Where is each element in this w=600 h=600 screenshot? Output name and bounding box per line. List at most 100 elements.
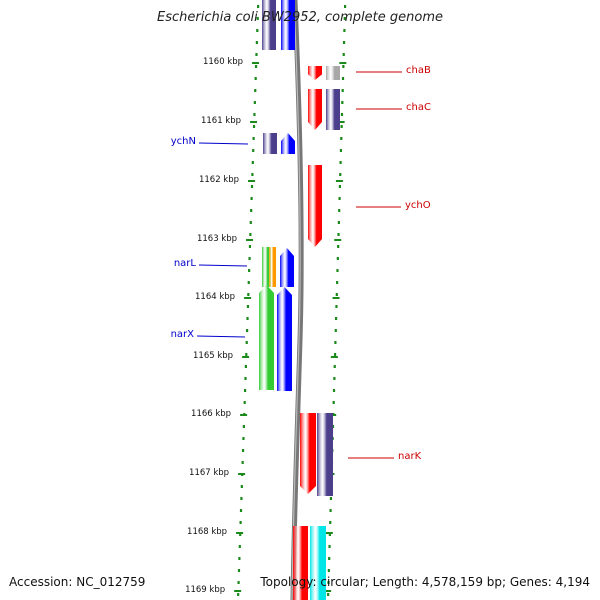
left-tick-dot — [249, 221, 252, 224]
right-tick-dot — [335, 317, 338, 320]
right-tick-dot — [340, 125, 343, 128]
leader-line-narL — [198, 264, 248, 267]
right-tick-dot — [333, 353, 337, 356]
left-tick-dot — [239, 509, 243, 512]
right-tick-dot — [341, 101, 344, 104]
right-tick-dot — [340, 113, 344, 116]
tick-label: 1160 kbp — [202, 57, 244, 67]
right-tick-dot — [341, 89, 344, 92]
gene-label-narX: narX — [170, 329, 194, 340]
major-tick — [250, 121, 258, 123]
left-tick-dot — [238, 545, 241, 548]
gene-narK-neighbor — [317, 413, 333, 496]
left-tick-dot — [250, 197, 253, 200]
right-tick-dot — [333, 377, 336, 380]
gene-chaC — [308, 89, 322, 130]
right-tick-dot — [339, 149, 343, 152]
major-tick — [335, 180, 343, 182]
gene-narX-green — [259, 285, 274, 390]
left-tick-dot — [252, 149, 255, 152]
major-tick — [339, 62, 347, 64]
left-tick-dot — [256, 29, 259, 32]
right-tick-dot — [328, 545, 331, 548]
gene-narL-green — [262, 247, 271, 287]
leader-line-narX — [196, 335, 246, 338]
right-tick-dot — [343, 17, 346, 20]
right-tick-dot — [344, 5, 347, 8]
gene-chaB — [308, 66, 322, 80]
gene-label-ychN: ychN — [170, 136, 196, 147]
gene-bottom-red — [293, 526, 308, 600]
gene-label-chaC: chaC — [406, 102, 431, 113]
right-tick-dot — [327, 581, 330, 584]
left-tick-dot — [252, 137, 255, 140]
major-tick — [242, 356, 250, 358]
left-tick-dot — [254, 89, 257, 92]
left-tick-dot — [246, 305, 250, 308]
tick-label: 1166 kbp — [191, 409, 232, 419]
right-tick-dot — [335, 293, 338, 296]
left-tick-dot — [250, 209, 253, 212]
right-tick-dot — [336, 257, 339, 260]
left-tick-dot — [237, 581, 240, 584]
left-tick-dot — [246, 329, 249, 332]
right-tick-dot — [327, 593, 330, 596]
left-tick-dot — [253, 101, 256, 104]
accession-text: Accession: NC_012759 — [9, 575, 146, 589]
left-tick-dot — [248, 257, 251, 260]
right-tick-dot — [342, 41, 346, 44]
left-tick-dot — [240, 497, 243, 500]
left-tick-dot — [244, 365, 247, 368]
tick-label: 1161 kbp — [200, 116, 242, 126]
right-tick-dot — [342, 53, 345, 56]
gene-label-chaB: chaB — [406, 65, 431, 76]
tick-label: 1167 kbp — [189, 468, 230, 478]
left-tick-dot — [252, 125, 256, 128]
right-tick-dot — [336, 269, 339, 272]
tick-label: 1163 kbp — [196, 234, 238, 244]
tick-label: 1165 kbp — [193, 351, 234, 361]
tick-label: 1169 kbp — [185, 585, 226, 595]
left-tick-dot — [246, 317, 249, 320]
major-tick — [244, 297, 252, 299]
left-tick-dot — [240, 485, 243, 488]
right-tick-dot — [339, 173, 342, 176]
left-tick-dot — [238, 557, 241, 560]
gene-narL-orange — [269, 247, 276, 287]
major-tick — [248, 180, 256, 182]
right-tick-dot — [329, 497, 333, 500]
left-tick-dot — [249, 233, 252, 236]
right-tick-dot — [329, 521, 332, 524]
major-tick — [246, 239, 254, 241]
major-tick — [324, 590, 332, 592]
right-tick-dot — [335, 305, 338, 308]
left-tick-dot — [243, 389, 247, 392]
left-tick-dot — [250, 185, 254, 188]
left-tick-dot — [239, 533, 242, 536]
left-tick-dot — [244, 377, 247, 380]
gene-bottom-cyan — [310, 526, 326, 600]
left-tick-dot — [255, 41, 258, 44]
gene-ychN-blue — [281, 133, 295, 154]
right-tick-dot — [339, 161, 342, 164]
right-tick-dot — [341, 77, 345, 80]
left-tick-dot — [253, 113, 256, 116]
major-tick — [252, 62, 260, 64]
leader-line-ychN — [198, 142, 249, 145]
left-tick-dot — [245, 341, 248, 344]
left-tick-dot — [251, 161, 254, 164]
gene-top-navy — [262, 0, 276, 50]
genome-title: Escherichia coli BW2952, complete genome — [157, 10, 443, 25]
right-tick-dot — [337, 233, 340, 236]
gene-label-narL: narL — [173, 258, 196, 269]
left-tick-dot — [239, 521, 242, 524]
major-tick — [240, 414, 248, 416]
right-tick-dot — [334, 329, 337, 332]
left-tick-dot — [254, 65, 258, 68]
left-tick-dot — [247, 281, 250, 284]
gene-label-narK: narK — [398, 451, 422, 462]
gene-ychN — [263, 133, 277, 154]
right-tick-dot — [328, 557, 331, 560]
right-tick-dot — [338, 185, 342, 188]
left-tick-dot — [248, 269, 251, 272]
